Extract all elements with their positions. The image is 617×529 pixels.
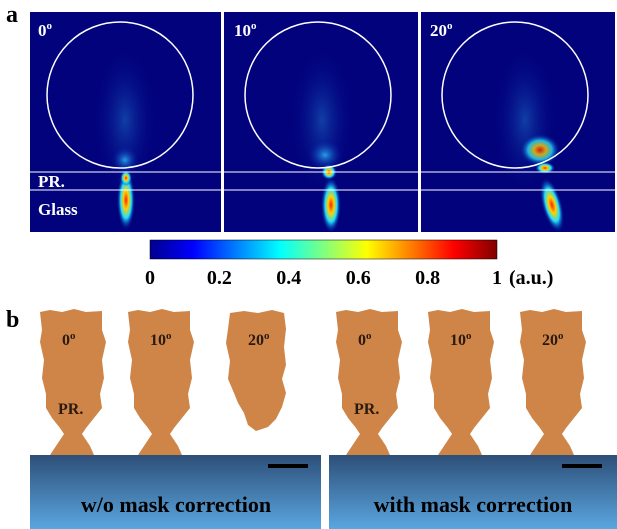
degree-mark: o <box>70 330 76 342</box>
degree-mark: o <box>447 20 453 32</box>
sim-10 <box>224 12 418 233</box>
sim-20 <box>421 12 615 235</box>
colorbar-ticks: 0 0.2 0.4 0.6 0.8 1 (a.u.) <box>145 267 553 289</box>
pillar <box>428 309 494 455</box>
layer-label: Glass <box>38 200 78 219</box>
angle-value: 20 <box>430 21 447 40</box>
panel-label: b <box>6 307 19 333</box>
degree-mark: o <box>166 330 172 342</box>
degree-mark: o <box>251 20 257 32</box>
colorbar-tick-label: 0.2 <box>207 267 232 289</box>
simulation-panels <box>30 12 615 235</box>
degree-mark: o <box>366 330 372 342</box>
angle-value: 20 <box>248 332 264 349</box>
layer-label: PR. <box>38 172 65 191</box>
degree-mark: o <box>558 330 564 342</box>
colorbar-tick-label: 1 <box>492 267 502 289</box>
angle-value: 10 <box>234 21 251 40</box>
sim-0 <box>30 12 221 232</box>
angle-value: 10 <box>450 332 466 349</box>
colorbar-tick-label: 0 <box>145 267 155 289</box>
colorbar <box>150 240 497 259</box>
angle-value: 10 <box>150 332 166 349</box>
panel-label: a <box>6 2 18 28</box>
degree-mark: o <box>466 330 472 342</box>
caption: with mask correction <box>374 492 573 517</box>
layer-label: PR. <box>354 401 379 418</box>
colorbar-tick-label: 0.6 <box>346 267 371 289</box>
angle-value: 0 <box>358 332 366 349</box>
angle-value: 0 <box>38 21 47 40</box>
colorbar-tick-label: 0.4 <box>276 267 301 289</box>
figure: a 0o 10o 20o PR <box>0 0 617 529</box>
colorbar-tick-label: 0.8 <box>415 267 440 289</box>
colorbar-unit: (a.u.) <box>509 267 553 289</box>
degree-mark: o <box>264 330 270 342</box>
pillar <box>520 309 586 455</box>
pillar <box>128 309 194 455</box>
angle-value: 20 <box>542 332 558 349</box>
pillar <box>226 310 286 431</box>
caption: w/o mask correction <box>81 492 271 517</box>
degree-mark: o <box>47 20 53 32</box>
angle-value: 0 <box>62 332 70 349</box>
layer-label: PR. <box>58 401 83 418</box>
